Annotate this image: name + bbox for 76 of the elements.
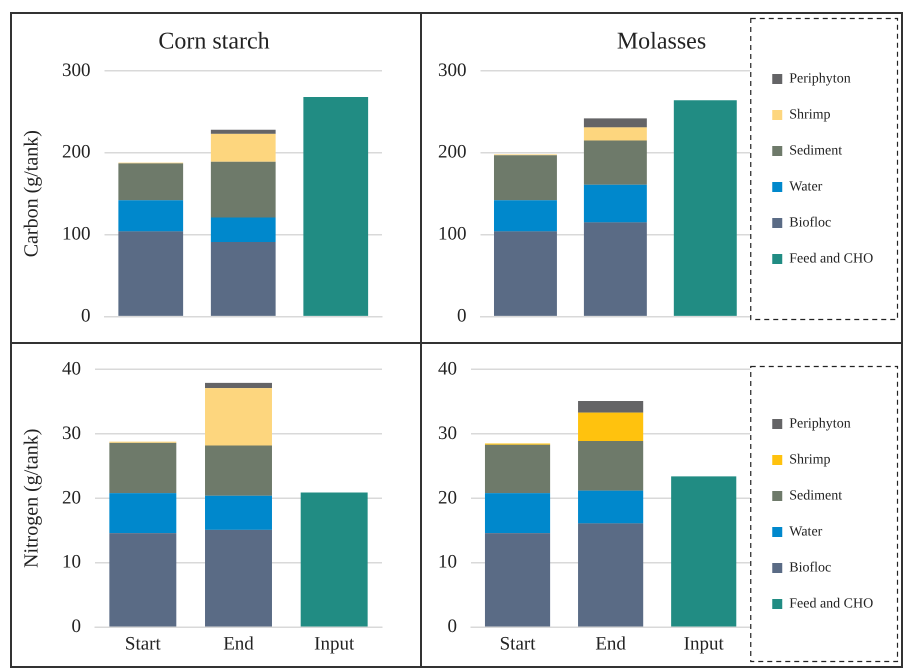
bar	[303, 97, 368, 316]
x-tick-label: Input	[684, 634, 724, 655]
bar	[578, 440, 644, 491]
bar	[494, 155, 557, 200]
bar	[210, 130, 276, 134]
bar	[484, 493, 550, 534]
bar	[300, 492, 368, 626]
bar	[205, 382, 272, 388]
bar	[210, 134, 276, 162]
legend-label: Periphyton	[789, 416, 851, 432]
bar	[578, 523, 644, 626]
bar	[109, 493, 176, 534]
x-tick-label: Start	[124, 634, 162, 655]
legend-label: Biofloc	[789, 560, 832, 576]
bar	[578, 412, 644, 441]
chart-title: Corn starch	[158, 28, 270, 55]
y-tick-label: 40	[438, 358, 457, 380]
bar	[578, 400, 644, 413]
bar	[578, 490, 644, 524]
bar	[674, 100, 737, 316]
y-tick-label: 30	[438, 422, 457, 444]
legend-label: Shrimp	[789, 108, 830, 123]
y-tick-label: 0	[72, 616, 81, 638]
bar	[118, 231, 184, 316]
legend-label: Periphyton	[789, 72, 851, 87]
x-tick-label: End	[223, 634, 254, 655]
bar	[118, 200, 184, 232]
y-axis-title: Nitrogen (g/tank)	[20, 428, 42, 568]
legend-label: Biofloc	[789, 216, 832, 231]
legend-label: Water	[789, 180, 823, 195]
y-tick-label: 10	[438, 552, 457, 573]
y-tick-label: 40	[62, 358, 81, 380]
bar	[118, 163, 184, 200]
bar	[109, 442, 176, 494]
chart-title: Molasses	[616, 28, 706, 55]
y-tick-label: 0	[81, 306, 90, 327]
bar	[494, 200, 557, 232]
y-tick-label: 200	[62, 142, 90, 163]
legend-label: Shrimp	[789, 452, 830, 468]
bar	[584, 184, 647, 222]
y-tick-label: 20	[62, 487, 81, 508]
legend-label: Sediment	[789, 488, 842, 504]
y-tick-label: 10	[62, 552, 81, 573]
y-tick-label: 20	[438, 487, 457, 508]
bar	[494, 231, 557, 316]
y-tick-label: 300	[62, 60, 90, 81]
legend-label: Feed and CHO	[789, 252, 874, 267]
bar	[584, 118, 647, 128]
bar	[584, 222, 647, 316]
y-tick-label: 100	[438, 224, 466, 245]
bar	[205, 445, 272, 496]
x-tick-label: End	[595, 634, 626, 655]
y-tick-label: 30	[62, 422, 81, 444]
bar	[484, 444, 550, 494]
x-tick-label: Start	[500, 634, 536, 655]
y-tick-label: 0	[448, 616, 457, 638]
y-tick-label: 100	[62, 224, 90, 245]
y-tick-label: 200	[438, 142, 466, 163]
bar	[210, 242, 276, 316]
x-tick-label: Input	[314, 634, 355, 655]
bar	[210, 217, 276, 242]
y-tick-label: 0	[457, 306, 466, 327]
bar	[484, 533, 550, 626]
bar	[210, 162, 276, 218]
bar	[109, 533, 176, 626]
bar	[671, 476, 736, 626]
y-axis-title: Carbon (g/tank)	[20, 130, 42, 258]
bar	[205, 496, 272, 530]
legend-label: Feed and CHO	[789, 596, 874, 612]
bar	[584, 140, 647, 185]
y-tick-label: 300	[438, 60, 466, 81]
bar	[205, 388, 272, 446]
legend-label: Water	[789, 524, 823, 540]
legend-label: Sediment	[789, 144, 842, 159]
bar	[584, 127, 647, 140]
bar	[205, 530, 272, 626]
